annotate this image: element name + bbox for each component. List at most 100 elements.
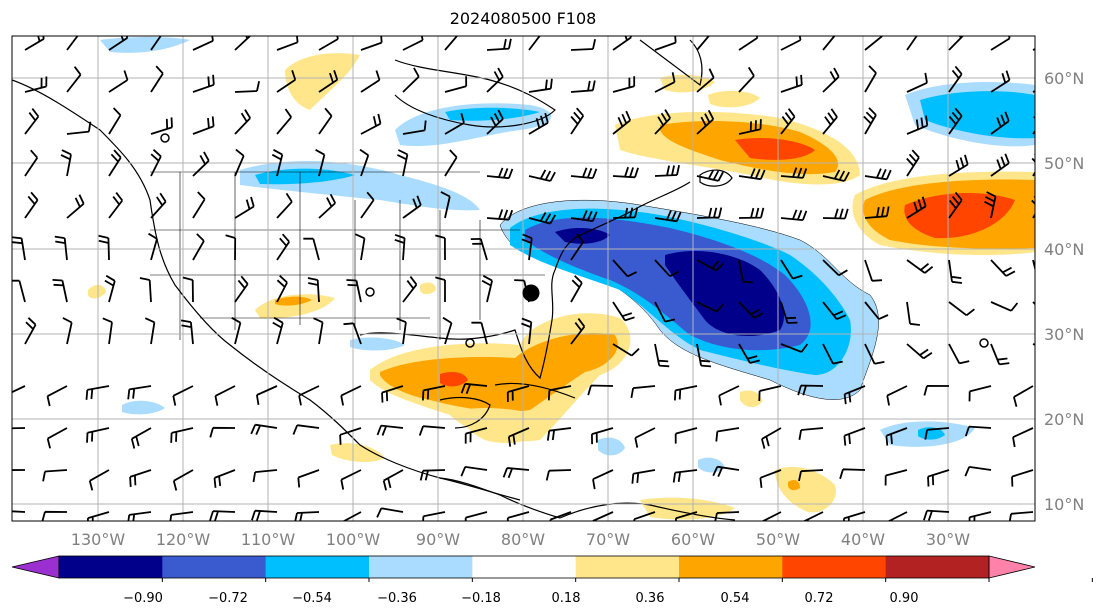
wind-barb: [376, 507, 404, 518]
wind-barb: [192, 74, 215, 93]
wind-barb: [612, 166, 639, 179]
wind-barb: [24, 76, 48, 93]
lon-label: 50°W: [756, 530, 800, 549]
wind-barb: [674, 427, 698, 444]
wind-barb: [570, 167, 598, 179]
anomaly-yellow-trop-s: [640, 497, 735, 520]
colorbar-swatch: [59, 556, 163, 578]
wind-barb: [402, 67, 420, 93]
wind-barb: [948, 343, 970, 365]
wind-barb: [396, 317, 407, 345]
wind-barb: [906, 301, 921, 326]
wind-barb: [984, 191, 997, 219]
wind-barb: [376, 424, 404, 436]
colorbar-tick-label: −0.54: [292, 591, 332, 606]
wind-barb: [271, 149, 284, 177]
lon-label: 70°W: [586, 530, 630, 549]
wind-barb: [192, 116, 215, 135]
wind-barb: [990, 259, 1016, 277]
wind-barb: [272, 316, 284, 345]
wind-barb: [738, 168, 766, 181]
wind-barb: [250, 423, 278, 435]
wind-barb: [192, 151, 210, 177]
wind-barb: [570, 233, 585, 261]
wind-barb: [234, 36, 252, 51]
wind-barb: [822, 343, 843, 365]
wind-barb: [990, 301, 1019, 312]
colorbar-tick-label: −0.36: [377, 591, 417, 606]
wind-barb: [906, 343, 933, 360]
anomaly-yellow-caribbean: [460, 408, 555, 444]
wind-barb: [634, 427, 656, 448]
wind-barb: [612, 343, 640, 357]
wind-barb: [460, 382, 488, 395]
wind-barb: [214, 385, 236, 406]
wind-barb: [948, 301, 975, 317]
wind-barb: [696, 343, 712, 368]
wind-barb: [906, 36, 918, 51]
wind-barb: [318, 70, 339, 93]
wind-barb: [1011, 469, 1034, 487]
wind-barb: [108, 192, 124, 219]
wind-barb: [864, 168, 892, 181]
wind-barb: [674, 385, 698, 401]
wind-barb: [419, 469, 446, 481]
wind-barb: [587, 384, 614, 396]
wind-barb: [822, 208, 849, 220]
wind-barb: [444, 76, 468, 93]
wind-barb: [359, 148, 370, 177]
wind-barb: [234, 196, 255, 219]
wind-barb: [213, 469, 236, 488]
wind-barb: [104, 274, 116, 303]
wind-barb: [234, 148, 245, 177]
wind-barb: [672, 469, 698, 483]
wind-barb: [1013, 385, 1034, 407]
wind-barb: [192, 233, 205, 261]
lat-label: 10°N: [1044, 495, 1084, 514]
atlantic-coast: [554, 181, 691, 271]
cuba: [494, 382, 576, 399]
wind-barb: [506, 385, 530, 403]
colorbar-swatch: [575, 556, 680, 578]
wind-barb: [276, 36, 299, 51]
wind-barb: [276, 233, 290, 261]
wind-barb: [570, 275, 583, 303]
colorbar-extend-high: [988, 555, 1036, 579]
wind-barb: [24, 191, 39, 219]
wind-barb: [570, 210, 598, 222]
wind-barb: [654, 109, 671, 135]
wind-barb: [990, 36, 1011, 51]
wind-barb: [906, 72, 928, 93]
wind-barb: [718, 385, 740, 406]
wind-barb: [256, 385, 278, 406]
wind-barb: [506, 511, 530, 521]
wind-barb: [654, 72, 676, 93]
greenland-south: [639, 39, 703, 87]
wind-barb: [150, 117, 173, 135]
wind-barb: [696, 259, 724, 272]
wind-barb: [1012, 427, 1034, 448]
colorbar-tick-label: 0.54: [721, 591, 750, 606]
colorbar-swatch: [679, 556, 783, 578]
wind-barb: [24, 149, 39, 177]
south-america-north: [559, 502, 736, 521]
wind-barb: [738, 343, 760, 364]
wind-barb: [612, 301, 635, 322]
wind-barb: [906, 196, 927, 219]
wind-barb: [486, 167, 514, 180]
wind-barb: [486, 109, 504, 135]
wind-barb: [759, 469, 782, 488]
colorbar-tick-label: 0.90: [890, 591, 919, 606]
wind-barb: [402, 36, 424, 51]
gulf-coast: [359, 269, 556, 380]
wind-barb: [234, 81, 260, 93]
wind-barb: [24, 317, 37, 345]
wind-barb: [843, 427, 866, 446]
wind-barb: [307, 277, 320, 303]
wind-barb: [360, 70, 381, 93]
wind-barb: [547, 385, 572, 401]
wind-barb: [24, 108, 40, 135]
wind-barb: [822, 259, 848, 277]
wind-barb: [24, 36, 45, 51]
